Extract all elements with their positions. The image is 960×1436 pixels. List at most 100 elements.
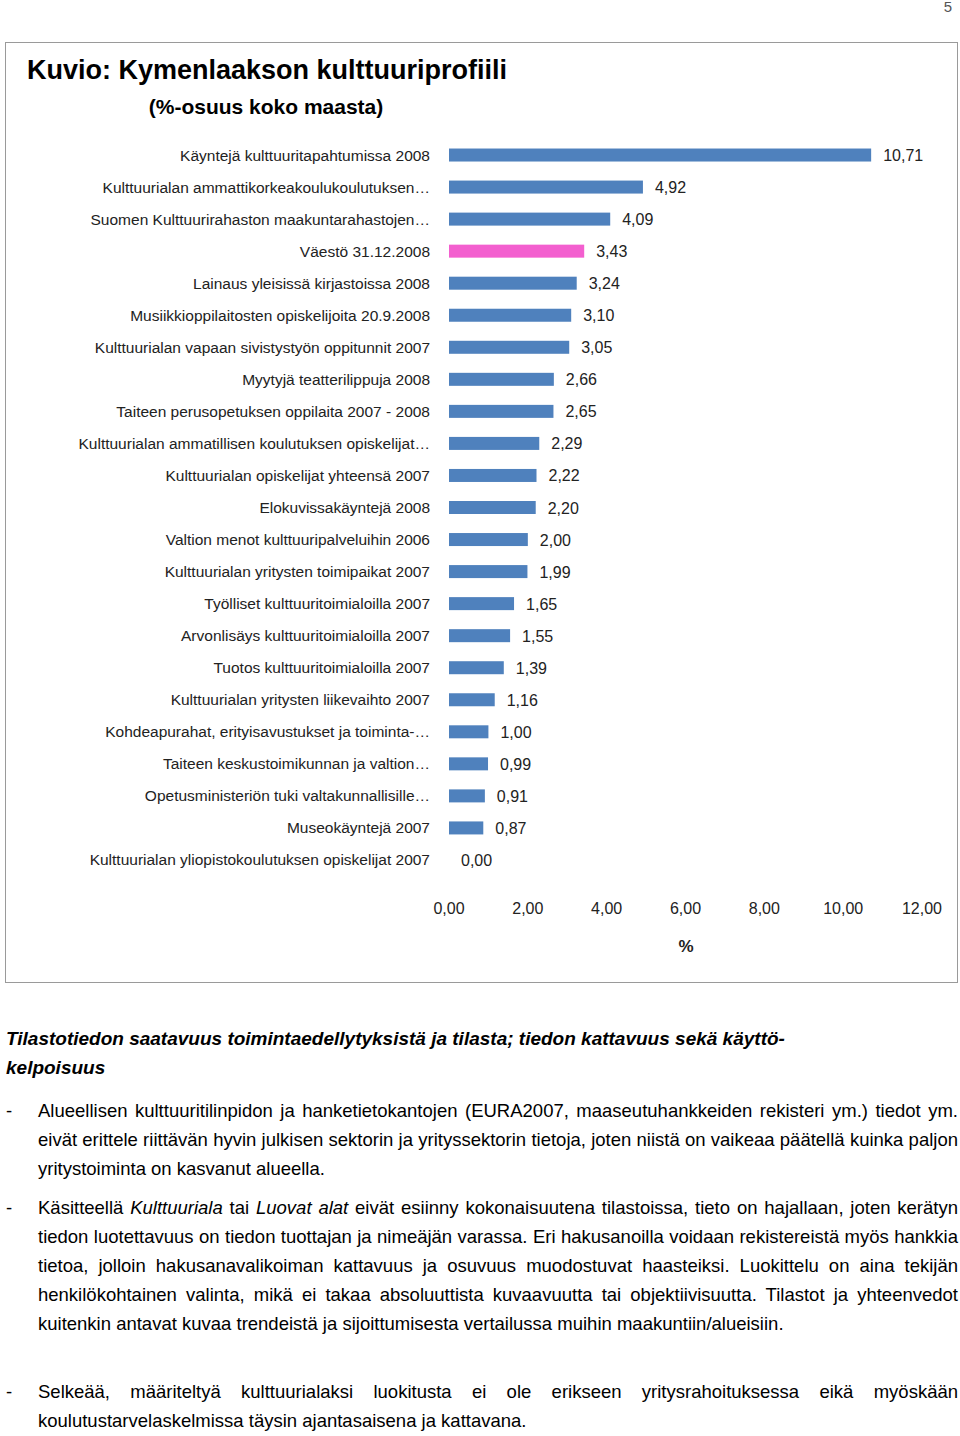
bar [449, 789, 485, 802]
bar [449, 629, 510, 642]
chart-frame [6, 43, 958, 983]
data-label: 4,92 [655, 179, 686, 196]
category-label: Museokäyntejä 2007 [287, 819, 430, 836]
data-label: 3,05 [581, 339, 612, 356]
category-label: Arvonlisäys kulttuuritoimialoilla 2007 [181, 627, 430, 644]
tick-label: 10,00 [823, 900, 863, 917]
bullet-marker: - [6, 1193, 12, 1222]
bar [449, 245, 584, 258]
category-label: Kulttuurialan vapaan sivistystyön oppitu… [95, 339, 430, 356]
bar [449, 661, 504, 674]
labels: Käyntejä kulttuuritapahtumissa 2008 10,71… [78, 147, 923, 869]
category-label: Taiteen perusopetuksen oppilaita 2007 - … [116, 403, 430, 420]
category-label: Kulttuurialan opiskelijat yhteensä 2007 [165, 467, 430, 484]
category-label: Suomen Kulttuurirahaston maakuntarahasto… [91, 211, 430, 228]
bar [449, 853, 450, 866]
category-label: Kulttuurialan yritysten liikevaihto 2007 [171, 691, 430, 708]
category-label: Kulttuurialan yliopistokoulutuksen opisk… [90, 851, 430, 868]
category-label: Väestö 31.12.2008 [300, 243, 430, 260]
bar [449, 597, 514, 610]
tick-label: 12,00 [902, 900, 942, 917]
text-segment: Luovat alat [256, 1197, 348, 1218]
bar [449, 405, 553, 418]
bar [449, 341, 569, 354]
chart-title: Kuvio: Kymenlaakson kulttuuriprofiili [27, 55, 507, 85]
page-number: 5 [944, 0, 952, 15]
data-label: 1,16 [507, 692, 538, 709]
bar [449, 533, 528, 546]
data-label: 3,10 [583, 307, 614, 324]
bars [449, 149, 871, 835]
chart: Kuvio: Kymenlaakson kulttuuriprofiili (%-… [0, 0, 960, 990]
bullet-text: Käsitteellä Kulttuuriala tai Luovat alat… [38, 1193, 958, 1338]
data-label: 0,00 [461, 852, 492, 869]
data-label: 1,39 [516, 660, 547, 677]
bar [449, 437, 539, 450]
tick-label: 0,00 [433, 900, 464, 917]
data-label: 1,65 [526, 596, 557, 613]
data-label: 0,91 [497, 788, 528, 805]
text-segment: Selkeää, määriteltyä kulttuurialaksi luo… [38, 1381, 958, 1431]
category-label: Valtion menot kulttuuripalveluihin 2006 [166, 531, 430, 548]
data-label: 3,43 [596, 243, 627, 260]
bar [449, 501, 536, 514]
bullet: -Selkeää, määriteltyä kulttuurialaksi lu… [0, 1377, 958, 1435]
chart-subtitle: (%-osuus koko maasta) [149, 95, 384, 118]
bar [449, 821, 483, 834]
bullet-text: Selkeää, määriteltyä kulttuurialaksi luo… [38, 1377, 958, 1435]
category-label: Käyntejä kulttuuritapahtumissa 2008 [180, 147, 430, 164]
data-label: 2,22 [549, 467, 580, 484]
category-label: Taiteen keskustoimikunnan ja valtion… [163, 755, 430, 772]
data-label: 2,29 [551, 435, 582, 452]
text-segment: Alueellisen kulttuuritilinpidon ja hanke… [38, 1100, 958, 1179]
bullet-text: Alueellisen kulttuuritilinpidon ja hanke… [38, 1096, 958, 1183]
category-label: Opetusministeriön tuki valtakunnallisill… [145, 787, 430, 804]
bar [449, 693, 495, 706]
bar [449, 469, 537, 482]
category-label: Kulttuurialan ammatillisen koulutuksen o… [78, 435, 430, 452]
category-label: Lainaus yleisissä kirjastoissa 2008 [193, 275, 430, 292]
bar [449, 373, 554, 386]
bar [449, 181, 643, 194]
bullet: -Käsitteellä Kulttuuriala tai Luovat ala… [0, 1193, 958, 1338]
bar [449, 725, 488, 738]
bar [449, 565, 527, 578]
text-segment: tai [223, 1197, 256, 1218]
data-label: 1,55 [522, 628, 553, 645]
bar [449, 149, 871, 162]
data-label: 0,99 [500, 756, 531, 773]
data-label: 2,65 [565, 403, 596, 420]
category-label: Musiikkioppilaitosten opiskelijoita 20.9… [130, 307, 430, 324]
x-axis-label: % [678, 937, 693, 956]
bar [449, 309, 571, 322]
bullet-marker: - [6, 1096, 12, 1125]
category-label: Kulttuurialan ammattikorkeakoulukoulutuk… [103, 179, 430, 196]
category-label: Kulttuurialan yritysten toimipaikat 2007 [165, 563, 430, 580]
data-label: 3,24 [589, 275, 620, 292]
heading-line: kelpoisuus [6, 1053, 951, 1082]
category-label: Kohdeapurahat, erityisavustukset ja toim… [105, 723, 430, 740]
data-label: 1,99 [539, 564, 570, 581]
section-heading: Tilastotiedon saatavuus toimintaedellyty… [6, 1024, 951, 1082]
category-label: Elokuvissakäyntejä 2008 [259, 499, 430, 516]
data-label: 10,71 [883, 147, 923, 164]
bar [449, 757, 488, 770]
data-label: 0,87 [495, 820, 526, 837]
category-label: Myytyjä teatterilippuja 2008 [242, 371, 430, 388]
bullet: -Alueellisen kulttuuritilinpidon ja hank… [0, 1096, 958, 1183]
bullet-marker: - [6, 1377, 12, 1406]
tick-label: 2,00 [512, 900, 543, 917]
tick-label: 6,00 [670, 900, 701, 917]
data-label: 2,00 [540, 532, 571, 549]
tick-label: 8,00 [749, 900, 780, 917]
data-label: 2,20 [548, 500, 579, 517]
tick-label: 4,00 [591, 900, 622, 917]
text-segment: Kulttuuriala [130, 1197, 223, 1218]
data-label: 1,00 [500, 724, 531, 741]
data-label: 4,09 [622, 211, 653, 228]
bar [449, 213, 610, 226]
category-label: Tuotos kulttuuritoimialoilla 2007 [213, 659, 430, 676]
heading-line: Tilastotiedon saatavuus toimintaedellyty… [6, 1024, 951, 1053]
text-segment: Käsitteellä [38, 1197, 130, 1218]
bar [449, 277, 577, 290]
